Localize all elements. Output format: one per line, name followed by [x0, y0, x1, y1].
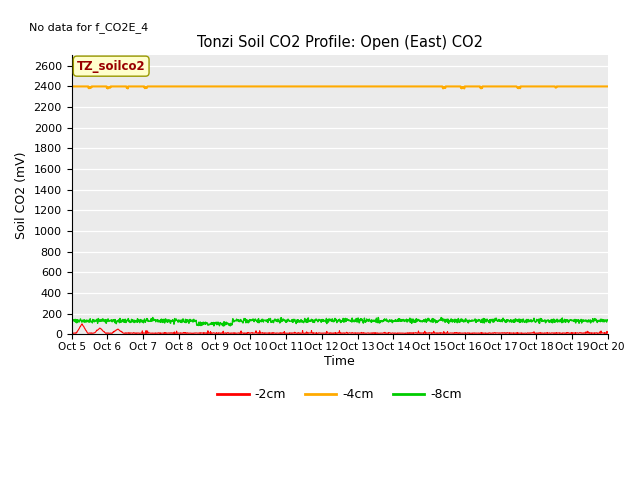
-4cm	[188, 84, 195, 89]
Y-axis label: Soil CO2 (mV): Soil CO2 (mV)	[15, 151, 28, 239]
-2cm	[78, 321, 86, 327]
-8cm	[68, 317, 76, 323]
-8cm	[493, 318, 501, 324]
-8cm	[174, 319, 182, 325]
-4cm	[423, 84, 431, 89]
Legend: -2cm, -4cm, -8cm: -2cm, -4cm, -8cm	[212, 383, 467, 406]
-2cm	[68, 330, 76, 336]
-2cm	[541, 330, 548, 336]
-2cm	[247, 330, 255, 336]
-4cm	[247, 84, 255, 89]
-2cm	[174, 330, 182, 336]
-8cm	[210, 323, 218, 329]
-2cm	[423, 330, 431, 336]
Line: -2cm: -2cm	[72, 324, 608, 333]
-8cm	[424, 317, 431, 323]
X-axis label: Time: Time	[324, 355, 355, 368]
-2cm	[604, 330, 612, 336]
-4cm	[604, 84, 612, 89]
-8cm	[149, 314, 157, 320]
Text: No data for f_CO2E_4: No data for f_CO2E_4	[29, 22, 148, 33]
-8cm	[188, 317, 195, 323]
-8cm	[248, 317, 255, 323]
-2cm	[436, 330, 444, 336]
-2cm	[493, 330, 501, 336]
-4cm	[68, 84, 76, 89]
Line: -4cm: -4cm	[72, 86, 608, 88]
-4cm	[493, 84, 501, 89]
-8cm	[541, 318, 548, 324]
-4cm	[124, 85, 132, 91]
-8cm	[604, 317, 612, 323]
Line: -8cm: -8cm	[72, 317, 608, 326]
-4cm	[541, 84, 548, 89]
-4cm	[174, 84, 182, 89]
Title: Tonzi Soil CO2 Profile: Open (East) CO2: Tonzi Soil CO2 Profile: Open (East) CO2	[196, 35, 483, 50]
-2cm	[188, 330, 195, 336]
Text: TZ_soilco2: TZ_soilco2	[77, 60, 145, 72]
